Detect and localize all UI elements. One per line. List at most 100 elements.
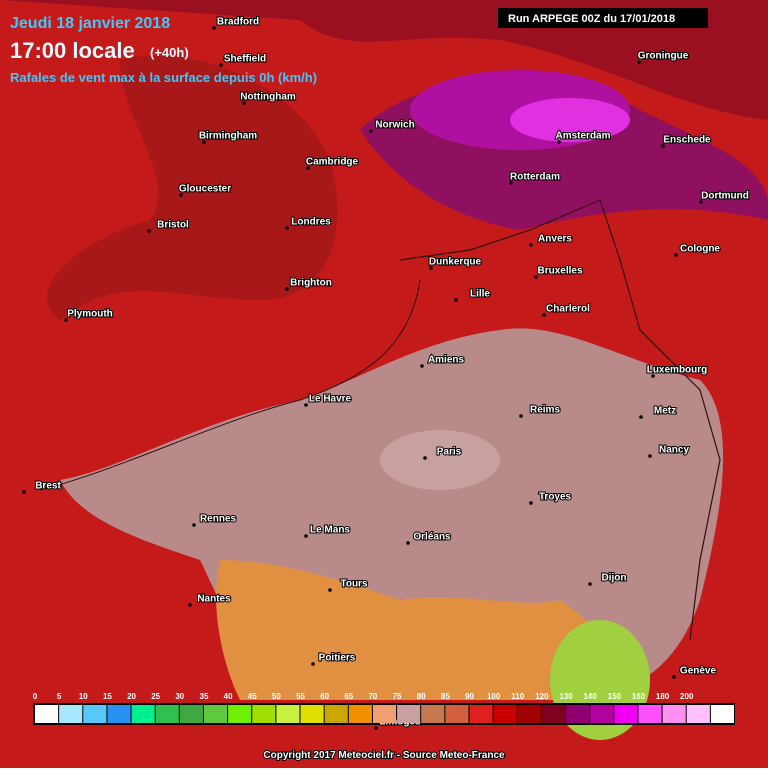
legend-swatch [252,705,276,723]
city-dot [212,26,216,30]
legend-swatch [276,705,300,723]
city-label: Luxembourg [647,365,708,376]
city-label: Amiens [428,355,465,366]
city-label: Bradford [217,17,259,28]
legend-label: 140 [583,692,597,701]
city-dot [672,675,676,679]
city-label: Rotterdam [510,172,560,183]
legend-label: 85 [441,692,450,701]
city-dot [306,166,310,170]
city-dot [304,403,308,407]
legend-label: 80 [417,692,426,701]
city-dot [529,243,533,247]
city-label: Dortmund [701,191,749,202]
field-zone [510,98,630,142]
date: Jeudi 18 janvier 2018 [10,15,170,32]
city-dot [242,101,246,105]
city-label: Rennes [200,514,237,525]
city-label: Londres [291,217,331,228]
city-dot [328,588,332,592]
legend-label: 25 [151,692,160,701]
city-label: Cologne [680,244,720,255]
city-label: Plymouth [67,309,113,320]
legend-swatch [541,705,566,723]
coastline [39,279,421,491]
city-dot [64,318,68,322]
legend-swatch [710,705,734,723]
city-dot [285,226,289,230]
city-dot [311,662,315,666]
city-dot [699,200,703,204]
legend-swatch [686,705,710,723]
legend-label: 55 [296,692,305,701]
legend-label: 10 [79,692,88,701]
city-dot [661,144,665,148]
city-label: Lille [470,289,490,300]
legend-label: 130 [559,692,573,701]
legend-swatch [107,705,131,723]
city-dot [519,414,523,418]
legend-label: 110 [511,692,524,701]
city-label: Orléans [413,532,451,543]
city-label: Enschede [663,135,711,146]
legend-label: 120 [535,692,549,701]
city-dot [423,456,427,460]
legend-swatch [83,705,107,723]
city-label: Cambridge [306,157,359,168]
city-label: Nantes [197,594,231,605]
city-label: Reims [530,405,560,416]
legend-label: 50 [272,692,281,701]
city-label: Birmingham [199,131,257,142]
city-label: Tours [340,579,367,590]
legend-swatch [300,705,324,723]
city-label: Anvers [538,234,572,245]
legend-swatch [228,705,252,723]
lead-time: (+40h) [150,45,189,60]
legend-label: 70 [368,692,377,701]
subtitle: Rafales de vent max à la surface depuis … [10,70,317,85]
legend-swatch [155,705,179,723]
city-dot [369,129,373,133]
city-dot [542,313,546,317]
city-label: Nancy [659,445,689,456]
legend-label: 100 [487,692,501,701]
legend-label: 20 [127,692,136,701]
city-label: Nottingham [240,92,296,103]
city-dot [420,364,424,368]
city-dot [557,140,561,144]
city-label: Brest [35,481,61,492]
legend-swatch [566,705,590,723]
city-dot [22,490,26,494]
city-label: Troyes [539,492,572,503]
field-zone [380,430,500,490]
city-dot [674,253,678,257]
legend-swatch [662,705,686,723]
time: 17:00 locale [10,38,135,63]
city-dot [429,266,433,270]
legend-swatch [348,705,372,723]
legend-swatch [469,705,493,723]
city-dot [179,193,183,197]
city-dot [529,501,533,505]
border [399,199,721,641]
city-dot [188,603,192,607]
legend-swatch [179,705,203,723]
copyright: Copyright 2017 Meteociel.fr - Source Met… [263,750,505,761]
field-zone [216,560,628,700]
city-label: Paris [437,447,462,458]
city-dot [192,523,196,527]
city-label: Genève [680,666,717,677]
legend-swatch [421,705,445,723]
city-label: Gloucester [179,184,231,195]
legend-label: 160 [632,692,646,701]
city-label: Dijon [602,573,627,584]
legend-swatch [397,705,421,723]
city-dot [147,229,151,233]
city-dot [219,63,223,67]
legend-label: 30 [175,692,184,701]
city-dot [285,287,289,291]
city-dot [534,275,538,279]
legend-swatch [614,705,638,723]
city-dot [639,415,643,419]
legend-label: 45 [248,692,257,701]
